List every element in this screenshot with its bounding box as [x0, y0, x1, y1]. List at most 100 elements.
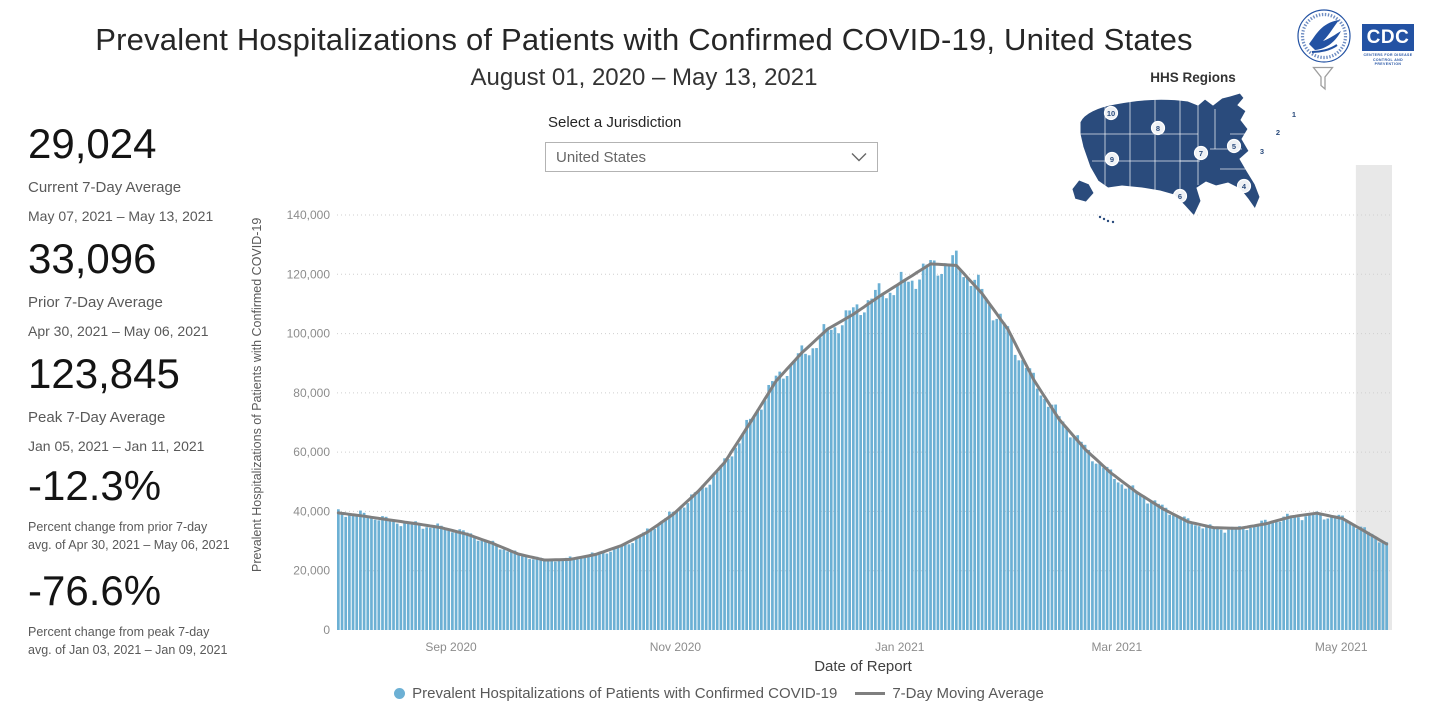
jurisdiction-dropdown[interactable]: United States — [545, 142, 878, 172]
daily-bar[interactable] — [907, 281, 910, 630]
daily-bar[interactable] — [1282, 516, 1286, 630]
daily-bar[interactable] — [763, 400, 767, 630]
daily-bar[interactable] — [708, 484, 712, 630]
daily-bar[interactable] — [1293, 515, 1297, 630]
daily-bar[interactable] — [359, 510, 362, 630]
daily-bar[interactable] — [910, 280, 914, 630]
daily-bar[interactable] — [1013, 354, 1017, 630]
daily-bar[interactable] — [590, 552, 594, 630]
daily-bar[interactable] — [1010, 335, 1013, 630]
daily-bar[interactable] — [1252, 525, 1256, 630]
daily-bar[interactable] — [1164, 507, 1168, 630]
daily-bar[interactable] — [1094, 463, 1098, 630]
daily-bar[interactable] — [1326, 518, 1330, 630]
daily-bar[interactable] — [1385, 542, 1389, 630]
daily-bar[interactable] — [936, 275, 940, 630]
daily-bar[interactable] — [988, 305, 991, 630]
daily-bar[interactable] — [623, 543, 627, 630]
alaska-shape[interactable] — [1071, 179, 1095, 203]
daily-bar[interactable] — [554, 561, 557, 630]
daily-bar[interactable] — [686, 503, 690, 630]
daily-bar[interactable] — [995, 318, 999, 630]
daily-bar[interactable] — [896, 284, 899, 630]
daily-bar[interactable] — [340, 512, 344, 630]
daily-bar[interactable] — [818, 337, 822, 630]
daily-bar[interactable] — [528, 559, 531, 630]
daily-bar[interactable] — [1127, 486, 1131, 630]
daily-bar[interactable] — [561, 558, 565, 630]
region-marker-6[interactable]: 6 — [1172, 188, 1188, 204]
daily-bar[interactable] — [1024, 367, 1028, 630]
daily-bar[interactable] — [1138, 494, 1142, 630]
daily-bar[interactable] — [1146, 503, 1149, 630]
daily-bar[interactable] — [473, 538, 476, 630]
daily-bar[interactable] — [1263, 519, 1267, 630]
daily-bar[interactable] — [748, 418, 752, 630]
daily-bar[interactable] — [495, 545, 498, 630]
region-marker-2[interactable]: 2 — [1270, 124, 1286, 140]
legend-item-bars[interactable]: Prevalent Hospitalizations of Patients w… — [394, 685, 837, 702]
daily-bar[interactable] — [1135, 491, 1138, 630]
daily-bar[interactable] — [509, 551, 513, 630]
daily-bar[interactable] — [947, 263, 951, 630]
daily-bar[interactable] — [1366, 531, 1370, 630]
daily-bar[interactable] — [921, 263, 925, 630]
daily-bar[interactable] — [1308, 513, 1311, 630]
daily-bar[interactable] — [392, 519, 395, 630]
daily-bar[interactable] — [1091, 461, 1094, 630]
daily-bar[interactable] — [487, 541, 491, 630]
daily-bar[interactable] — [782, 378, 785, 630]
daily-bar[interactable] — [796, 353, 800, 630]
daily-bar[interactable] — [373, 519, 377, 630]
daily-bar[interactable] — [1068, 437, 1072, 630]
daily-bar[interactable] — [583, 557, 587, 630]
daily-bar[interactable] — [1083, 444, 1087, 630]
filter-icon[interactable] — [1312, 66, 1334, 97]
daily-bar[interactable] — [1344, 521, 1348, 630]
daily-bar[interactable] — [885, 298, 888, 630]
daily-bar[interactable] — [1363, 527, 1366, 630]
daily-bar[interactable] — [1054, 404, 1057, 630]
daily-bar[interactable] — [719, 465, 723, 630]
daily-bar[interactable] — [531, 559, 535, 630]
region-marker-9[interactable]: 9 — [1104, 151, 1120, 167]
daily-bar[interactable] — [793, 361, 796, 630]
daily-bar[interactable] — [594, 553, 598, 630]
daily-bar[interactable] — [399, 526, 403, 630]
region-marker-3[interactable]: 3 — [1254, 143, 1270, 159]
daily-bar[interactable] — [337, 509, 340, 630]
daily-bar[interactable] — [1149, 501, 1153, 630]
daily-bar[interactable] — [1267, 523, 1271, 630]
daily-bar[interactable] — [476, 540, 480, 630]
daily-bar[interactable] — [1183, 516, 1186, 630]
daily-bar[interactable] — [1175, 515, 1179, 630]
daily-bar[interactable] — [840, 325, 844, 630]
daily-bar[interactable] — [535, 556, 539, 630]
daily-bar[interactable] — [627, 544, 631, 630]
daily-bar[interactable] — [837, 333, 840, 630]
daily-bar[interactable] — [1102, 467, 1105, 630]
daily-bar[interactable] — [785, 375, 789, 630]
daily-bar[interactable] — [1098, 463, 1102, 630]
daily-bar[interactable] — [432, 527, 436, 630]
daily-bar[interactable] — [520, 556, 524, 630]
daily-bar[interactable] — [679, 507, 682, 630]
daily-bar[interactable] — [348, 514, 351, 630]
hospitalizations-chart[interactable]: 0 20,000 40,000 60,000 80,000 100,000 120,000 1… — [255, 160, 1400, 665]
daily-bar[interactable] — [546, 558, 550, 630]
daily-bar[interactable] — [940, 273, 943, 630]
daily-bar[interactable] — [877, 283, 881, 630]
legend-item-line[interactable]: 7-Day Moving Average — [855, 685, 1044, 702]
region-marker-8[interactable]: 8 — [1150, 120, 1166, 136]
daily-bar[interactable] — [984, 297, 988, 630]
daily-bar[interactable] — [1050, 404, 1054, 630]
daily-bar[interactable] — [425, 527, 428, 630]
daily-bar[interactable] — [1157, 503, 1160, 630]
daily-bar[interactable] — [1337, 514, 1341, 630]
daily-bar[interactable] — [903, 279, 907, 630]
daily-bar[interactable] — [1260, 520, 1263, 630]
daily-bar[interactable] — [833, 327, 837, 630]
daily-bar[interactable] — [1234, 527, 1238, 630]
daily-bar[interactable] — [579, 557, 583, 630]
daily-bar[interactable] — [778, 371, 782, 630]
